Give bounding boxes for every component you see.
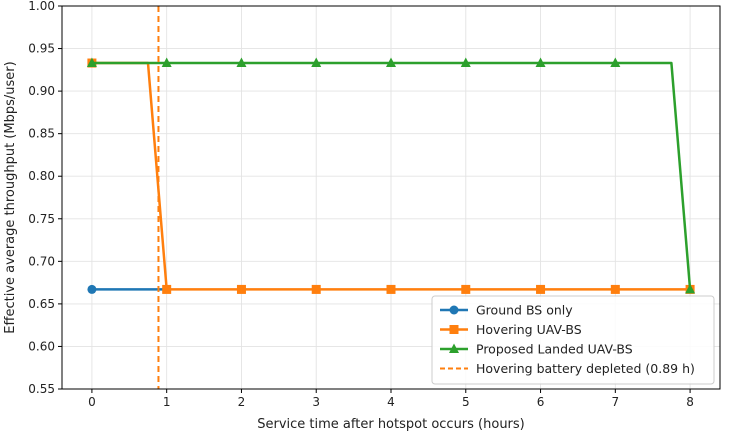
legend-entry: Hovering UAV-BS (440, 322, 582, 337)
data-point-proposed-landed-uav-bs (460, 57, 471, 68)
legend-marker (449, 343, 459, 353)
legend-marker (449, 325, 459, 334)
legend-entry: Ground BS only (440, 303, 573, 318)
legend-label: Ground BS only (476, 303, 573, 318)
legend-box (431, 295, 715, 385)
y-tick-label: 1.00 (28, 0, 55, 13)
data-point-proposed-landed-uav-bs (161, 57, 172, 68)
data-point-ground-bs-only (87, 284, 97, 294)
x-tick-label: 5 (462, 395, 470, 409)
y-tick-label: 0.75 (28, 212, 55, 226)
data-point-hovering-uav-bs (386, 284, 396, 294)
y-tick-label: 0.70 (28, 254, 55, 268)
y-tick-label: 0.95 (28, 42, 55, 56)
x-tick-label: 6 (537, 395, 545, 409)
legend-label: Hovering battery depleted (0.89 h) (476, 361, 695, 376)
data-point-proposed-landed-uav-bs (311, 57, 322, 68)
x-tick-label: 2 (238, 395, 246, 409)
x-tick-label: 7 (611, 395, 619, 409)
legend-marker (449, 305, 459, 315)
data-point-hovering-uav-bs (536, 284, 546, 294)
data-point-proposed-landed-uav-bs (535, 57, 546, 68)
series-line-proposed-landed-uav-bs (91, 61, 692, 290)
y-axis-title: Effective average throughput (Mbps/user) (3, 61, 18, 333)
x-axis-title: Service time after hotspot occurs (hours… (257, 417, 525, 432)
data-point-hovering-uav-bs (461, 284, 471, 294)
series-proposed-landed-uav-bs (86, 57, 696, 294)
data-point-proposed-landed-uav-bs (236, 57, 247, 68)
series-layer (86, 6, 696, 389)
tick-layer: 0 1 2 3 4 5 6 7 8 0.55 0.60 0.65 0.70 0.75 0.80 0.85 0.9… (28, 0, 694, 409)
legend-label: Proposed Landed UAV-BS (476, 342, 633, 357)
data-point-hovering-uav-bs (311, 284, 321, 294)
data-point-proposed-landed-uav-bs (610, 57, 621, 68)
x-tick-label: 1 (163, 395, 171, 409)
data-point-proposed-landed-uav-bs (86, 57, 97, 68)
y-tick-label: 0.85 (28, 127, 55, 141)
legend: Ground BS only Hovering UAV-BS Proposed La… (431, 295, 715, 385)
data-point-hovering-uav-bs (236, 284, 246, 294)
x-tick-label: 4 (387, 395, 395, 409)
data-point-proposed-landed-uav-bs (685, 283, 696, 294)
y-tick-label: 0.55 (28, 382, 55, 396)
legend-label: Hovering UAV-BS (476, 322, 582, 337)
data-point-hovering-uav-bs (610, 284, 620, 294)
y-tick-label: 0.60 (28, 339, 55, 353)
y-tick-label: 0.80 (28, 169, 55, 183)
x-tick-label: 3 (312, 395, 320, 409)
legend-entry: Proposed Landed UAV-BS (440, 342, 633, 357)
y-tick-label: 0.65 (28, 297, 55, 311)
y-tick-label: 0.90 (28, 84, 55, 98)
data-point-proposed-landed-uav-bs (386, 57, 396, 68)
data-point-hovering-uav-bs (162, 284, 172, 294)
series-line-hovering-uav-bs (91, 61, 691, 291)
x-tick-label: 0 (88, 395, 96, 409)
legend-entry: Hovering battery depleted (0.89 h) (440, 361, 695, 376)
legend-items: Ground BS only Hovering UAV-BS Proposed La… (440, 303, 695, 376)
series-ground-bs-only (87, 284, 167, 294)
x-tick-label: 8 (686, 395, 694, 409)
